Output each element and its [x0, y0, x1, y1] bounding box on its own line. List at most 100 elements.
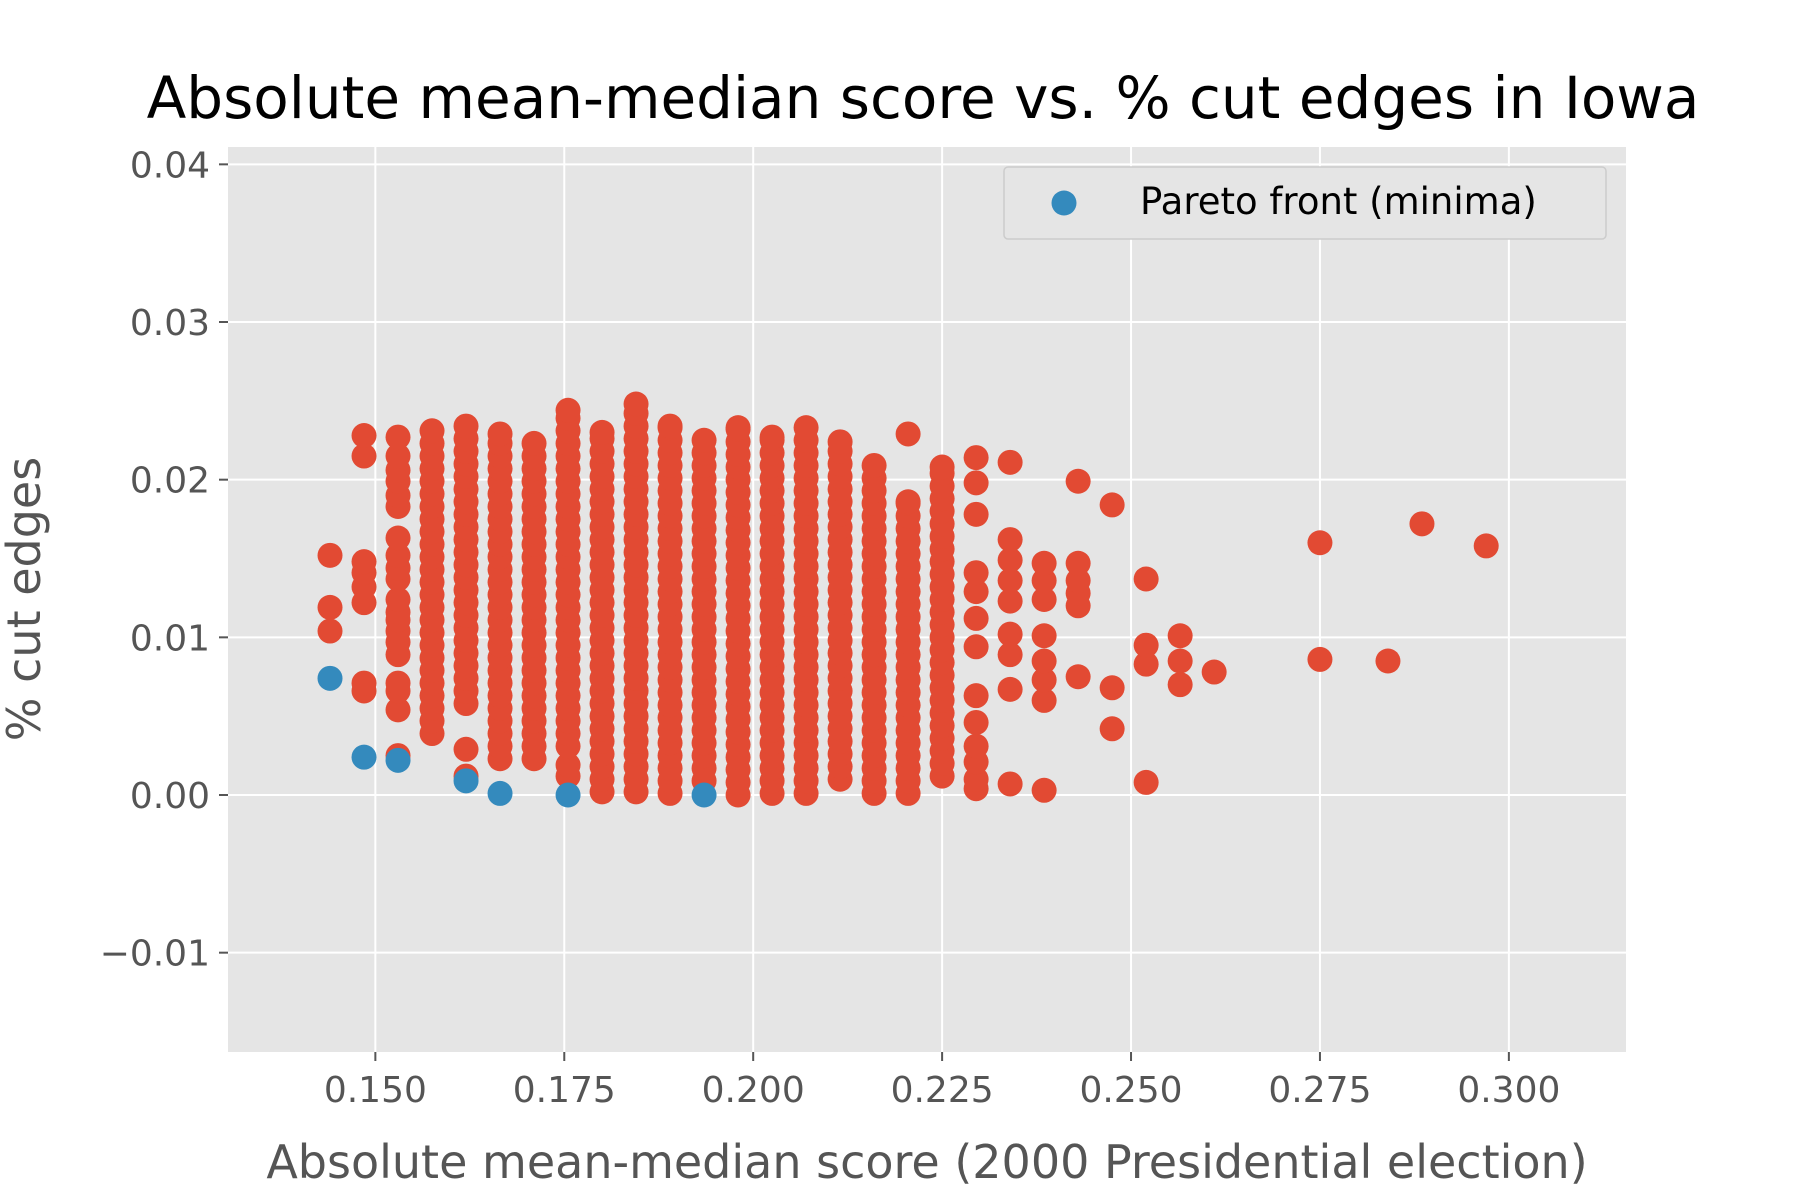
data-point — [351, 443, 377, 469]
data-point — [725, 415, 751, 441]
data-point — [1099, 492, 1125, 518]
data-point — [691, 427, 717, 453]
x-tick-label: 0.275 — [1268, 1070, 1371, 1111]
data-point — [963, 683, 989, 709]
data-point — [419, 418, 445, 444]
pareto-point — [691, 782, 717, 808]
data-point — [1167, 648, 1193, 674]
data-point — [997, 449, 1023, 475]
data-point — [1201, 659, 1227, 685]
pareto-point — [453, 768, 479, 794]
pareto-point — [487, 780, 513, 806]
data-point — [1065, 468, 1091, 494]
x-tick-label: 0.250 — [1080, 1070, 1183, 1111]
data-point — [827, 429, 853, 455]
data-point — [589, 419, 615, 445]
legend-label: Pareto front (minima) — [1140, 180, 1537, 223]
x-tick-label: 0.200 — [702, 1070, 805, 1111]
pareto-point — [555, 782, 581, 808]
data-point — [1133, 566, 1159, 592]
data-point — [963, 605, 989, 631]
data-point — [385, 670, 411, 696]
data-point — [385, 525, 411, 551]
data-point — [1065, 550, 1091, 576]
data-point — [555, 397, 581, 423]
data-point — [657, 413, 683, 439]
data-point — [997, 771, 1023, 797]
data-point — [317, 542, 343, 568]
data-point — [317, 618, 343, 644]
data-point — [1167, 623, 1193, 649]
data-point — [1307, 530, 1333, 556]
data-point — [1031, 667, 1057, 693]
data-point — [1473, 533, 1499, 559]
data-point — [1375, 648, 1401, 674]
data-point — [317, 594, 343, 620]
x-tick-label: 0.150 — [324, 1070, 427, 1111]
data-point — [351, 549, 377, 575]
data-point — [1031, 648, 1057, 674]
y-tick-label: 0.01 — [130, 618, 210, 659]
data-point — [1167, 672, 1193, 698]
chart-title: Absolute mean-median score vs. % cut edg… — [147, 64, 1700, 132]
data-point — [793, 415, 819, 441]
data-point — [1409, 511, 1435, 537]
data-point — [861, 452, 887, 478]
y-tick-label: 0.02 — [130, 461, 210, 502]
data-point — [963, 634, 989, 660]
pareto-point — [351, 744, 377, 770]
pareto-point — [385, 747, 411, 773]
data-point — [759, 424, 785, 450]
data-point — [1133, 651, 1159, 677]
data-point — [1099, 675, 1125, 701]
pareto-point — [317, 665, 343, 691]
data-point — [351, 423, 377, 449]
data-point — [1031, 623, 1057, 649]
data-point — [385, 443, 411, 469]
data-point — [453, 413, 479, 439]
data-point — [963, 733, 989, 759]
legend: Pareto front (minima) — [1003, 166, 1607, 240]
axis-ticks: 0.150 0.175 0.200 0.225 0.250 0.275 0.300 −0.01… — [100, 145, 1561, 1111]
legend-marker — [1051, 190, 1077, 216]
data-point — [385, 697, 411, 723]
data-point — [1031, 587, 1057, 612]
data-point — [963, 709, 989, 735]
data-point — [1099, 716, 1125, 742]
data-point — [895, 421, 921, 447]
data-point — [963, 579, 989, 605]
x-tick-label: 0.300 — [1457, 1070, 1560, 1111]
data-point — [1031, 568, 1057, 594]
data-point — [623, 391, 649, 417]
y-tick-label: −0.01 — [100, 934, 210, 975]
data-point — [895, 489, 921, 515]
data-point — [1031, 687, 1057, 713]
x-tick-label: 0.175 — [513, 1070, 616, 1111]
data-point — [997, 568, 1023, 594]
data-point — [1133, 769, 1159, 795]
data-point — [1133, 632, 1159, 658]
data-point — [487, 421, 513, 447]
data-points — [317, 391, 1499, 808]
legend-box — [1003, 166, 1607, 240]
data-point — [1065, 568, 1091, 594]
data-point — [1065, 664, 1091, 690]
data-point — [1031, 777, 1057, 803]
data-point — [1031, 550, 1057, 576]
data-point — [963, 445, 989, 471]
data-point — [385, 424, 411, 450]
data-point — [997, 527, 1023, 553]
data-point — [1307, 646, 1333, 672]
data-point — [963, 560, 989, 586]
data-point — [351, 670, 377, 696]
data-point — [929, 454, 955, 480]
y-tick-label: 0.03 — [130, 303, 210, 344]
data-point — [997, 588, 1023, 614]
data-point — [555, 752, 581, 778]
data-point — [997, 547, 1023, 573]
y-tick-label: 0.04 — [130, 145, 210, 186]
x-axis-label: Absolute mean-median score (2000 Preside… — [266, 1135, 1587, 1189]
data-point — [521, 430, 547, 456]
data-point — [385, 542, 411, 568]
